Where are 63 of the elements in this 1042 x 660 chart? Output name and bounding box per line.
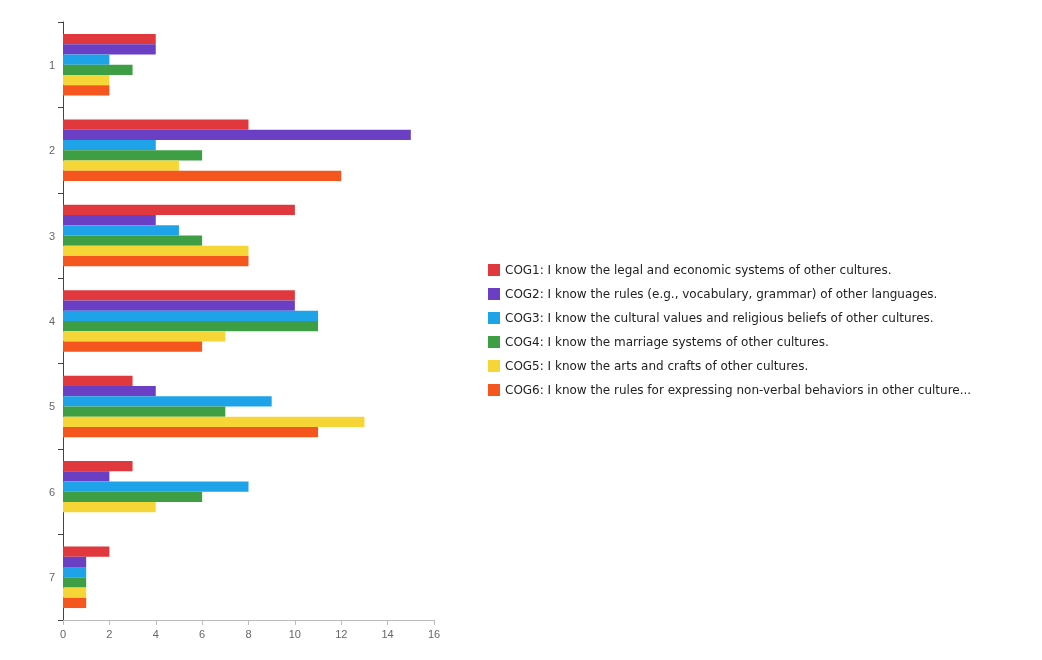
x-tick-label: 16: [427, 627, 441, 640]
x-tick-label: 8: [245, 627, 252, 640]
legend-label: COG4: I know the marriage systems of other cultures.: [505, 335, 829, 349]
bar: [63, 290, 295, 301]
y-tick-label: 3: [48, 229, 55, 242]
x-tick-label: 10: [288, 627, 301, 640]
legend-label: COG5: I know the arts and crafts of other cultures.: [505, 359, 809, 373]
bar: [63, 150, 203, 161]
y-tick-label: 7: [48, 571, 55, 584]
bar: [63, 341, 203, 352]
legend-label: COG1: I know the legal and economic systems of other cultures.: [505, 263, 892, 277]
bar: [63, 139, 156, 151]
bar: [63, 577, 87, 588]
x-tick-label: 0: [59, 627, 67, 640]
y-tick-label: 6: [48, 485, 55, 498]
bar: [63, 119, 249, 130]
bar: [63, 567, 87, 578]
bar: [63, 471, 110, 482]
bar: [63, 204, 295, 216]
bar: [63, 597, 87, 609]
y-tick-label: 1: [48, 58, 55, 71]
bar: [63, 44, 156, 55]
y-tick-label: 2: [48, 144, 55, 157]
legend-label: COG3: I know the cultural values and religious beliefs of other cultures.: [505, 311, 934, 325]
bar: [63, 160, 179, 171]
bar: [63, 416, 365, 427]
bar: [63, 225, 179, 236]
bar: [63, 406, 226, 417]
x-tick-label: 12: [335, 627, 348, 640]
bar: [63, 74, 110, 86]
bar: [63, 587, 87, 598]
bar: [63, 375, 133, 386]
bar: [63, 33, 156, 45]
bar: [63, 331, 226, 342]
y-tick-label: 4: [48, 315, 55, 327]
bar: [63, 461, 133, 472]
bar: [63, 491, 203, 503]
bar: [63, 321, 319, 332]
x-tick-label: 14: [381, 627, 394, 640]
bar: [63, 129, 411, 140]
bar: [63, 256, 249, 267]
bar: [63, 385, 156, 397]
legend-label: COG6: I know the rules for expressing non-verbal behaviors in other culture...: [505, 383, 972, 397]
bar: [63, 300, 295, 311]
bar: [63, 426, 319, 438]
bar: [63, 546, 110, 557]
x-tick-label: 2: [106, 627, 113, 640]
bar: [63, 502, 156, 513]
y-tick-label: 5: [48, 400, 55, 413]
x-tick-label: 4: [152, 627, 159, 640]
bar: [63, 245, 249, 257]
x-tick-label: 6: [199, 627, 206, 640]
bar: [63, 215, 156, 226]
bar: [63, 85, 110, 96]
bar: [63, 481, 249, 492]
bar: [63, 310, 319, 321]
bar: [63, 396, 272, 407]
bar: [63, 556, 87, 568]
bar: [63, 64, 133, 75]
bar: [63, 54, 110, 65]
bar: [63, 235, 203, 246]
legend-label: COG2: I know the rules (e.g., vocabulary, grammar) of other languages.: [505, 287, 938, 301]
bar: [63, 170, 342, 181]
